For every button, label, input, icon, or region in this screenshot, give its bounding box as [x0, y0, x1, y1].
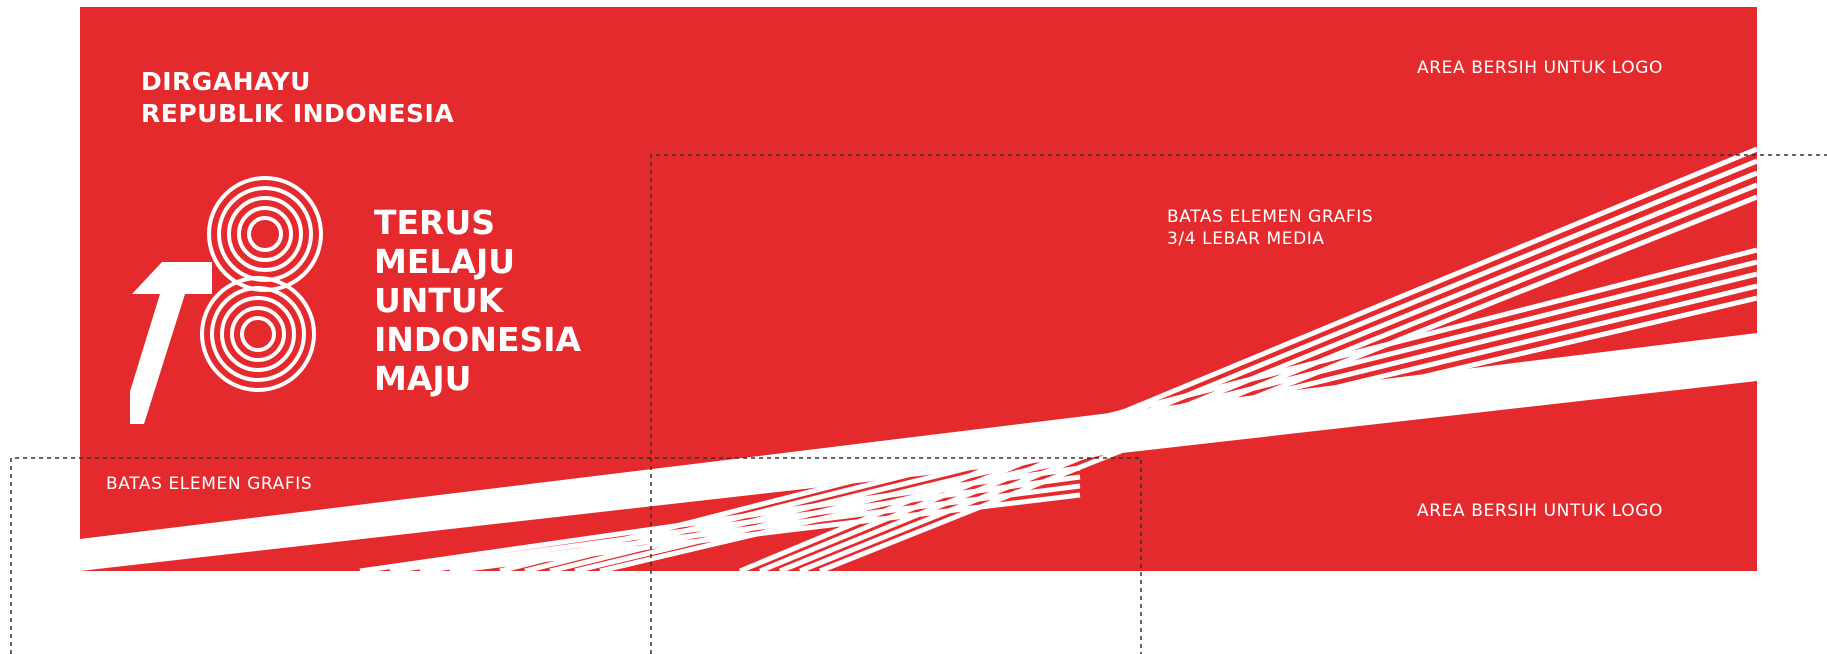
tagline-line-3: UNTUK [374, 281, 504, 320]
graphic-boundary-label-right: BATAS ELEMEN GRAFIS 3/4 LEBAR MEDIA [1167, 206, 1373, 250]
graphic-boundary-line-2: 3/4 LEBAR MEDIA [1167, 229, 1325, 249]
clear-area-label-top: AREA BERSIH UNTUK LOGO [1417, 58, 1663, 78]
hut-ri-78-logo-icon [130, 176, 323, 424]
red-banner: DIRGAHAYU REPUBLIK INDONESIA TERUS [80, 7, 1757, 571]
tagline-line-4: INDONESIA [374, 320, 582, 359]
eight-shape [200, 176, 323, 392]
tagline-line-2: MELAJU [374, 242, 516, 281]
greeting-line-2: REPUBLIK INDONESIA [141, 99, 455, 128]
tagline-line-1: TERUS [374, 203, 496, 242]
seven-shape [130, 262, 212, 424]
tagline-line-5: MAJU [374, 359, 472, 398]
greeting-line-1: DIRGAHAYU [141, 67, 311, 96]
tagline-text: TERUS MELAJU UNTUK INDONESIA MAJU [374, 203, 581, 398]
graphic-boundary-label-left: BATAS ELEMEN GRAFIS [106, 474, 313, 494]
greeting-text: DIRGAHAYU REPUBLIK INDONESIA [141, 66, 454, 130]
graphic-boundary-line-1: BATAS ELEMEN GRAFIS [1167, 207, 1374, 227]
clear-area-label-bottom: AREA BERSIH UNTUK LOGO [1417, 501, 1663, 521]
